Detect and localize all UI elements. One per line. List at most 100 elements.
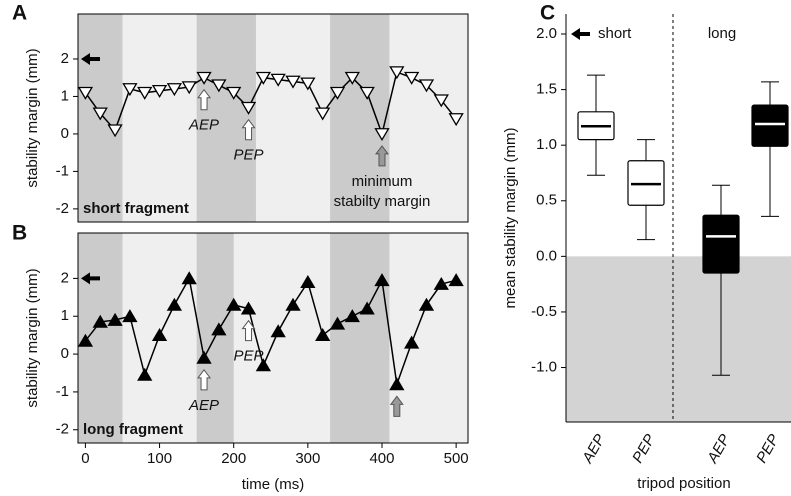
annotation-arrow xyxy=(241,118,256,141)
data-point xyxy=(240,301,257,315)
data-point xyxy=(448,273,464,287)
data-point xyxy=(433,276,449,290)
data-point xyxy=(315,107,331,121)
x-tick-label: 100 xyxy=(147,450,172,467)
data-point xyxy=(389,377,405,391)
data-point xyxy=(166,83,183,97)
data-point xyxy=(285,75,301,89)
data-point xyxy=(122,83,138,97)
y-axis-title: mean stability margin (mm) xyxy=(502,128,519,309)
annotation-label: minimum xyxy=(352,173,413,190)
data-point xyxy=(92,107,108,121)
y-tick-label: 0.0 xyxy=(536,247,557,264)
data-point xyxy=(359,301,375,315)
data-point xyxy=(285,297,301,311)
y-tick-label: 1 xyxy=(61,307,69,324)
data-point xyxy=(270,324,286,338)
annotation-label: stabilty margin xyxy=(334,193,431,210)
data-point xyxy=(374,273,390,287)
plot-background xyxy=(78,14,468,222)
data-point xyxy=(270,73,286,87)
data-point xyxy=(433,94,449,108)
data-point xyxy=(344,71,360,85)
reference-arrow xyxy=(81,272,100,285)
y-axis-title: stability margin (mm) xyxy=(24,268,41,407)
annotation-label: AEP xyxy=(188,397,219,414)
data-point xyxy=(448,113,464,127)
data-point xyxy=(107,312,123,326)
stance-band xyxy=(330,233,390,443)
annotation-arrow xyxy=(197,369,212,391)
stance-band xyxy=(330,14,390,222)
data-point xyxy=(344,309,360,323)
reference-arrow xyxy=(81,52,100,65)
x-axis-title: time (ms) xyxy=(242,476,305,493)
data-point xyxy=(107,124,123,138)
y-tick-label: 1.5 xyxy=(536,81,557,98)
data-point xyxy=(300,77,316,91)
data-point xyxy=(122,309,138,323)
panel-letter: C xyxy=(540,2,555,25)
data-point xyxy=(359,86,375,100)
y-tick-label: 0.5 xyxy=(536,192,557,209)
data-point xyxy=(166,297,183,311)
x-tick-label: 200 xyxy=(221,450,246,467)
data-line xyxy=(84,276,457,385)
y-tick-label: -2 xyxy=(56,200,69,217)
data-point xyxy=(77,333,94,347)
panel-letter: B xyxy=(12,222,27,245)
x-axis-title: tripod position xyxy=(637,475,730,492)
y-tick-label: 2.0 xyxy=(536,25,557,42)
data-point xyxy=(226,297,242,311)
y-tick-label: 1 xyxy=(61,87,69,104)
data-point xyxy=(300,275,316,289)
box xyxy=(702,214,740,274)
y-tick-label: 0 xyxy=(61,125,69,142)
y-tick-label: -0.5 xyxy=(531,303,557,320)
annotation-arrow xyxy=(241,319,256,342)
x-tick-label: 400 xyxy=(369,450,394,467)
data-point xyxy=(181,81,197,95)
annotation-label: PEP xyxy=(234,147,264,164)
x-tick-label: AEP xyxy=(704,431,734,466)
data-point xyxy=(151,328,168,342)
x-tick-label: 0 xyxy=(81,450,89,467)
x-tick-label: AEP xyxy=(579,431,609,466)
data-point xyxy=(211,322,227,336)
y-tick-label: -1 xyxy=(56,162,69,179)
stance-band xyxy=(196,14,256,222)
data-point xyxy=(196,350,212,364)
plot-background xyxy=(78,233,468,443)
data-point xyxy=(137,367,153,381)
data-point xyxy=(418,297,435,311)
data-point xyxy=(255,71,271,85)
box xyxy=(751,104,789,147)
reference-arrow xyxy=(571,28,590,41)
annotation-arrow xyxy=(389,395,404,417)
panel-title: long fragment xyxy=(83,421,183,438)
data-point xyxy=(226,86,242,100)
y-tick-label: 1.0 xyxy=(536,136,557,153)
data-point xyxy=(196,71,212,85)
x-tick-label: PEP xyxy=(753,431,783,465)
group-label: long xyxy=(708,25,736,42)
annotation-arrow xyxy=(197,88,212,111)
y-axis-title: stability margin (mm) xyxy=(24,48,41,187)
data-point xyxy=(329,86,346,100)
annotation-label: AEP xyxy=(188,117,219,134)
group-label: short xyxy=(598,25,632,42)
x-tick-label: PEP xyxy=(629,431,659,465)
annotation-arrow xyxy=(374,145,389,167)
data-point xyxy=(418,79,435,93)
data-point xyxy=(315,328,331,342)
y-tick-label: 0 xyxy=(61,345,69,362)
data-point xyxy=(181,271,197,285)
y-tick-label: 2 xyxy=(61,50,69,67)
x-tick-label: 500 xyxy=(444,450,469,467)
data-point xyxy=(137,86,153,100)
data-point xyxy=(77,86,94,100)
y-tick-label: -1.0 xyxy=(531,358,557,375)
plot-frame xyxy=(77,232,469,444)
y-tick-label: -2 xyxy=(56,421,69,438)
